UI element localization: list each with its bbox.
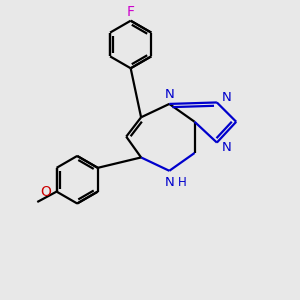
- Text: N: N: [221, 141, 231, 154]
- Text: O: O: [41, 184, 52, 199]
- Text: H: H: [178, 176, 187, 189]
- Text: N: N: [164, 176, 174, 189]
- Text: F: F: [127, 5, 135, 20]
- Text: N: N: [164, 88, 174, 101]
- Text: N: N: [221, 91, 231, 103]
